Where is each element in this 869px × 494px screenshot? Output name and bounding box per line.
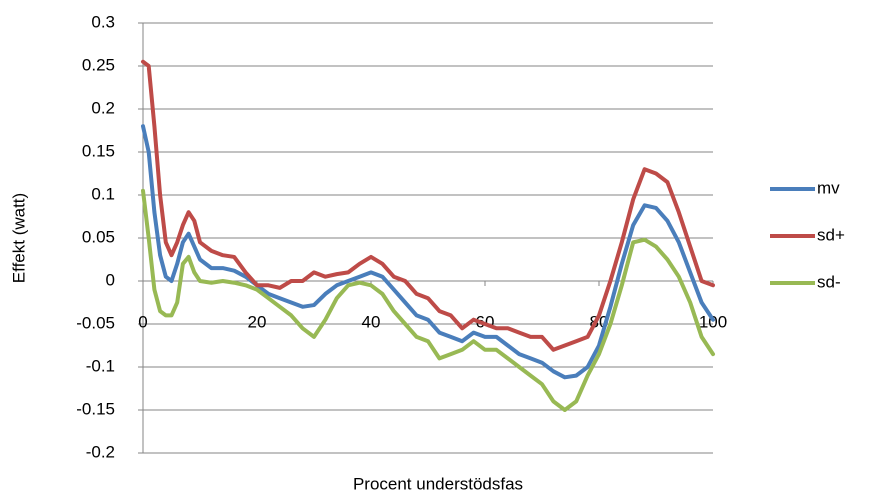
line-series [141, 188, 715, 412]
y-tick-label: 0.2 [91, 98, 115, 117]
x-tick-label: 20 [248, 312, 267, 331]
y-tick-label: -0.2 [86, 442, 115, 461]
y-tick-label: 0.3 [91, 12, 115, 31]
x-tick-label: 100 [699, 312, 727, 331]
y-tick-label: -0.05 [76, 313, 115, 332]
y-tick-label: -0.15 [76, 399, 115, 418]
line-series [141, 124, 715, 380]
y-tick-label: 0.05 [82, 227, 115, 246]
x-tick-label: 40 [362, 312, 381, 331]
y-axis-label: Effekt (watt) [9, 193, 28, 283]
y-tick-label: 0.15 [82, 141, 115, 160]
y-tick-label: 0.25 [82, 55, 115, 74]
y-tick-label: -0.1 [86, 356, 115, 375]
legend-label: mv [817, 178, 840, 197]
x-axis-label: Procent understödsfas [353, 474, 523, 493]
y-tick-label: 0.1 [91, 184, 115, 203]
line-series [141, 59, 715, 352]
legend-label: sd+ [817, 225, 845, 244]
x-tick-label: 0 [138, 312, 147, 331]
legend-label: sd- [817, 272, 841, 291]
y-tick-label: 0 [106, 270, 115, 289]
